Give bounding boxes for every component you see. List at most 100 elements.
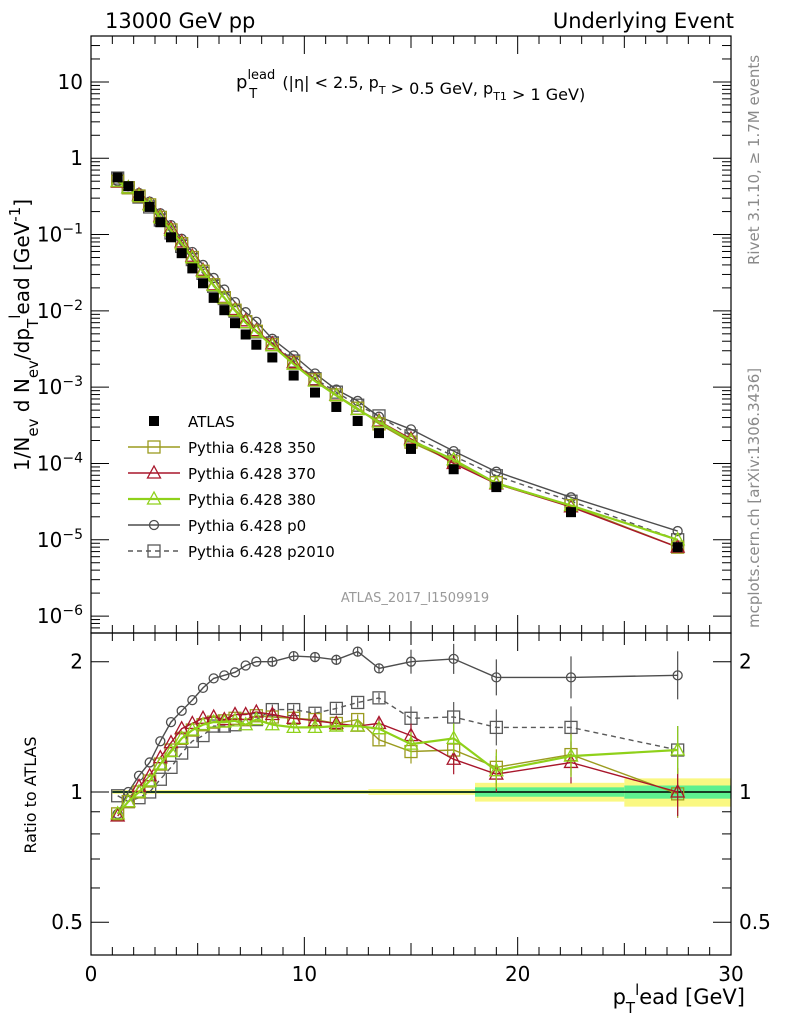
- ratio-data-point: [447, 710, 461, 724]
- data-point: [184, 249, 200, 264]
- ratio-data-point: [227, 706, 243, 721]
- y-tick-label: 10−2: [37, 298, 83, 323]
- ratio-data-point: [264, 706, 280, 721]
- title-left: 13000 GeV pp: [105, 9, 255, 33]
- ratio-data-point: [251, 656, 262, 667]
- series-pythia-6-428-p2010: [111, 171, 685, 547]
- ratio-data-point: [352, 646, 363, 657]
- data-point: [328, 387, 344, 402]
- legend-marker: [147, 544, 161, 558]
- ratio-xlabel: pTlead [GeV]: [613, 981, 745, 1017]
- series-line: [117, 177, 678, 541]
- data-point: [238, 314, 254, 329]
- ratio-data-point: [208, 673, 219, 684]
- ratio-data-point: [446, 750, 462, 765]
- ratio-data-point: [120, 793, 136, 808]
- data-point: [566, 507, 576, 518]
- ratio-data-point: [373, 663, 385, 674]
- analysis-tag: ATLAS_2017_I1509919: [341, 591, 489, 606]
- main-frame: [90, 35, 732, 634]
- title-p: p: [236, 72, 247, 93]
- legend-marker: [146, 464, 162, 479]
- data-point: [240, 329, 251, 340]
- y-tick-label: 10−3: [37, 374, 83, 399]
- ratio-data-point: [195, 709, 211, 724]
- data-point: [565, 492, 577, 503]
- title-right: Underlying Event: [553, 9, 734, 33]
- tick-base: 10: [58, 70, 83, 94]
- ratio-data-point: [184, 721, 200, 736]
- data-point: [166, 232, 176, 243]
- ratio-y-tick-label-left: 1: [70, 780, 83, 804]
- data-point: [307, 372, 323, 387]
- ratio-data-point: [267, 656, 278, 667]
- ratio-data-point: [110, 807, 126, 822]
- ratio-y-tick-label-left: 0.5: [51, 910, 83, 934]
- text-part: ead [GeV]: [639, 985, 745, 1009]
- mcplots-text: mcplots.cern.ch [arXiv:1306.3436]: [745, 368, 763, 628]
- ratio-data-point: [288, 650, 299, 662]
- data-point: [406, 443, 416, 454]
- tick-exponent: −3: [62, 374, 83, 390]
- ratio-data-point: [110, 805, 126, 820]
- ratio-data-point: [163, 743, 179, 758]
- legend-marker: [147, 440, 161, 454]
- text-part: d N: [10, 378, 34, 418]
- ratio-data-point: [448, 653, 459, 665]
- ratio-y-tick-label-right: 0.5: [739, 910, 771, 934]
- ratio-series-pythia-6-428-380: [110, 711, 686, 820]
- ratio-data-point: [371, 720, 387, 735]
- ratio-data-point: [328, 717, 344, 732]
- subscript: T: [24, 318, 42, 329]
- ratio-x-tick-label: 30: [718, 962, 743, 986]
- ratio-data-point: [238, 706, 254, 721]
- ratio-data-point: [152, 755, 168, 770]
- data-point: [206, 277, 222, 292]
- main-title: plead T (|η| < 2.5, pT > 0.5 GeV, pT1 > 1…: [236, 68, 585, 104]
- ratio-data-point: [670, 783, 686, 798]
- text-part: ead [GeV: [10, 221, 34, 314]
- legend-label: Pythia 6.428 370: [188, 465, 316, 483]
- ratio-plot: 0.5 0.51 12 20 10 20 30 Ratio to ATLAS pTlead …: [21, 632, 771, 1017]
- data-point: [374, 428, 384, 439]
- data-point: [264, 337, 280, 352]
- data-point: [219, 305, 230, 316]
- data-point: [331, 401, 342, 412]
- title-sub: T1: [492, 90, 507, 103]
- main-ylabel: 1/Nev d Nev/dpTlead [GeV-1]: [6, 199, 42, 471]
- series-atlas: [112, 172, 683, 553]
- tick-exponent: −1: [62, 222, 83, 238]
- superscript: l: [6, 315, 24, 319]
- ratio-y-tick-label-left: 2: [70, 650, 83, 674]
- y-tick-label: 10−5: [37, 527, 83, 552]
- tick-exponent: −4: [62, 450, 83, 466]
- data-point: [491, 482, 502, 493]
- ratio-series-pythia-6-428-p0: [112, 643, 683, 820]
- data-point: [672, 542, 683, 553]
- data-point: [248, 323, 264, 338]
- y-tick-label: 10−4: [37, 450, 83, 475]
- data-point: [672, 525, 683, 537]
- title-sub: T: [248, 87, 257, 102]
- data-point: [371, 413, 387, 428]
- tick-base: 10: [37, 223, 62, 247]
- ratio-data-point: [491, 672, 502, 683]
- data-point: [230, 318, 240, 329]
- ratio-data-point: [405, 656, 417, 667]
- ratio-data-point: [446, 730, 462, 745]
- ratio-data-point: [187, 694, 198, 706]
- subscript: T: [625, 999, 636, 1017]
- ratio-data-point: [372, 691, 386, 705]
- title-text: (|η| < 2.5, p: [282, 73, 379, 92]
- ratio-data-point: [565, 672, 577, 683]
- series-line: [117, 180, 678, 532]
- data-point: [352, 416, 363, 427]
- data-point: [448, 464, 459, 475]
- title-text: > 0.5 GeV, p: [386, 79, 494, 98]
- text-part: /dp: [10, 328, 34, 360]
- data-point: [352, 395, 363, 407]
- tick-exponent: −5: [62, 527, 83, 543]
- ratio-data-point: [286, 719, 302, 734]
- ratio-data-point: [403, 735, 419, 750]
